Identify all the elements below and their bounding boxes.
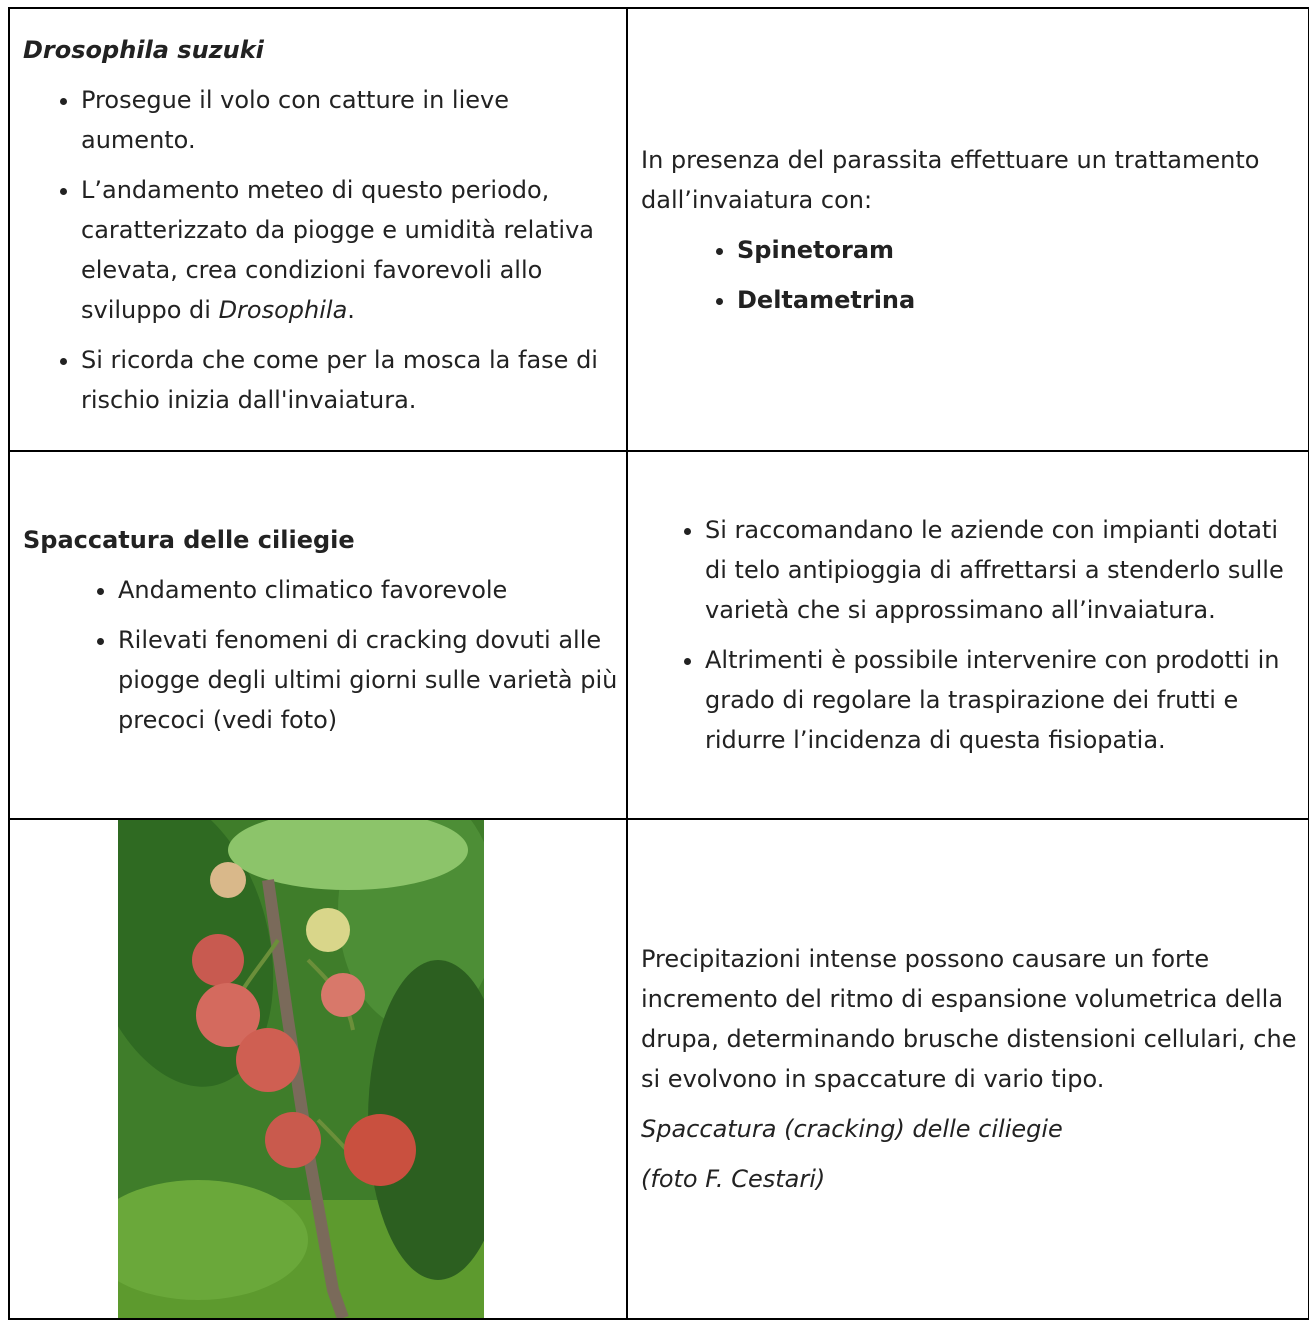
list: Si raccomandano le aziende con impianti … [641,510,1304,760]
cell: Si raccomandano le aziende con impianti … [626,450,1309,820]
paragraph: Precipitazioni intense possono causare u… [641,945,1297,1093]
row: Precipitazioni intense possono causare u… [8,818,1309,1320]
text: . [347,295,355,324]
cell [8,818,628,1320]
list-item: Altrimenti è possibile intervenire con p… [705,640,1304,760]
list-item: L’andamento meteo di questo periodo, car… [81,170,622,330]
row: Spaccatura delle ciliegie Andamento clim… [8,450,1309,820]
cell: In presenza del parassita effettuare un … [626,7,1309,452]
row: Drosophila suzuki Prosegue il volo con c… [8,7,1309,452]
cell: Spaccatura delle ciliegie Andamento clim… [8,450,628,820]
list: Prosegue il volo con catture in lieve au… [23,80,622,420]
text: L’andamento meteo di questo periodo, car… [81,175,595,324]
caption: Spaccatura (cracking) delle ciliegie [641,1115,1063,1143]
list-item: Andamento climatico favorevole [118,570,622,610]
list-item: Prosegue il volo con catture in lieve au… [81,80,622,160]
paragraph: In presenza del parassita effettuare un … [641,145,1260,214]
text: Drosophila [218,295,348,324]
cell: Precipitazioni intense possono causare u… [626,818,1309,1320]
list-item: Si ricorda che come per la mosca la fase… [81,340,622,420]
table: Drosophila suzuki Prosegue il volo con c… [8,7,1309,1320]
credit: (foto F. Cestari) [641,1165,826,1193]
heading: Spaccatura delle ciliegie [23,526,355,554]
list-item: Deltametrina [737,280,1304,320]
list: Spinetoram Deltametrina [641,230,1304,320]
list-item: Spinetoram [737,230,1304,270]
photo [118,820,484,1318]
heading: Drosophila suzuki [23,35,264,64]
list-item: Rilevati fenomeni di cracking dovuti all… [118,620,622,740]
list: Andamento climatico favorevole Rilevati … [23,570,622,740]
list-item: Si raccomandano le aziende con impianti … [705,510,1304,630]
cell: Drosophila suzuki Prosegue il volo con c… [8,7,628,452]
